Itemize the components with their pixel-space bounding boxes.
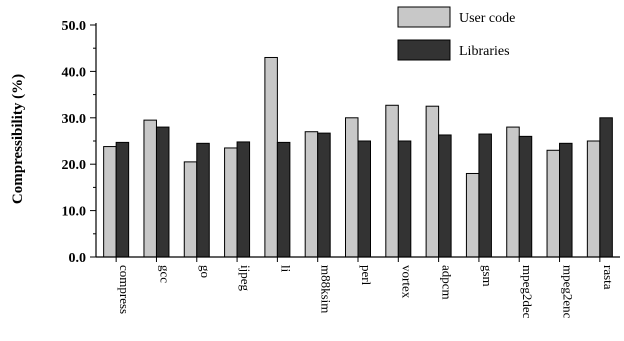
bar-libraries-mpeg2enc <box>559 142 573 258</box>
x-category-label: ijpeg <box>238 265 253 291</box>
y-tick-label: 50.0 <box>62 19 87 34</box>
bar-libraries-gsm <box>478 133 492 258</box>
bar-user-code-li <box>264 56 278 258</box>
bar-user-code-gsm <box>465 172 480 258</box>
y-tick-label: 40.0 <box>62 65 87 80</box>
legend-label-libraries: Libraries <box>459 44 510 59</box>
bar-user-code-gcc <box>143 119 157 258</box>
bar-libraries-li <box>276 141 291 258</box>
y-axis-ticks: 0.0 10.0 20.0 30.0 40.0 50.0 <box>62 19 96 266</box>
y-tick-label: 30.0 <box>62 112 87 127</box>
bar-libraries-mpeg2dec <box>518 135 533 258</box>
bar-user-code-mpeg2enc <box>546 149 561 258</box>
x-category-label: perl <box>359 265 374 286</box>
bars <box>103 56 613 258</box>
bar-user-code-m88ksim <box>304 131 319 258</box>
bar-libraries-gcc <box>155 126 170 258</box>
legend: User code Libraries <box>397 6 515 61</box>
bar-user-code-adpcm <box>425 105 440 258</box>
x-category-label: mpeg2dec <box>520 265 535 319</box>
x-category-label: vortex <box>399 265 414 299</box>
x-category-label: rasta <box>601 265 616 290</box>
legend-swatch-user-code <box>397 6 451 28</box>
bar-user-code-mpeg2dec <box>506 126 520 258</box>
bar-user-code-go <box>183 161 198 258</box>
bar-libraries-m88ksim <box>317 132 331 258</box>
x-category-label: li <box>278 265 293 273</box>
legend-label-user-code: User code <box>459 11 515 26</box>
bar-libraries-ijpeg <box>236 141 251 258</box>
bar-libraries-rasta <box>599 117 613 258</box>
bar-libraries-vortex <box>397 140 412 258</box>
y-tick-label: 20.0 <box>62 158 87 173</box>
bar-user-code-ijpeg <box>224 147 238 258</box>
axes <box>95 23 620 262</box>
legend-swatch-libraries <box>397 39 451 61</box>
bar-user-code-compress <box>103 146 117 258</box>
x-category-label: adpcm <box>440 265 455 300</box>
y-axis-title: Compressibility (%) <box>10 74 26 204</box>
x-category-label: go <box>198 265 213 278</box>
bar-user-code-rasta <box>586 140 601 258</box>
bar-user-code-vortex <box>385 104 399 258</box>
bar-libraries-compress <box>115 141 130 258</box>
bar-user-code-perl <box>345 117 359 258</box>
y-tick-label: 0.0 <box>69 251 87 266</box>
bar-libraries-go <box>196 142 210 258</box>
x-category-label: compress <box>117 265 132 314</box>
x-category-label: gcc <box>157 265 172 283</box>
y-tick-label: 10.0 <box>62 205 87 220</box>
x-axis-category-labels: compress gcc go ijpeg li m88ksim perl vortex adp… <box>117 265 616 319</box>
x-category-label: mpeg2enc <box>561 265 576 319</box>
bar-libraries-adpcm <box>438 134 452 258</box>
bar-libraries-perl <box>357 140 371 258</box>
x-category-label: gsm <box>480 265 495 287</box>
x-category-label: m88ksim <box>319 265 334 313</box>
